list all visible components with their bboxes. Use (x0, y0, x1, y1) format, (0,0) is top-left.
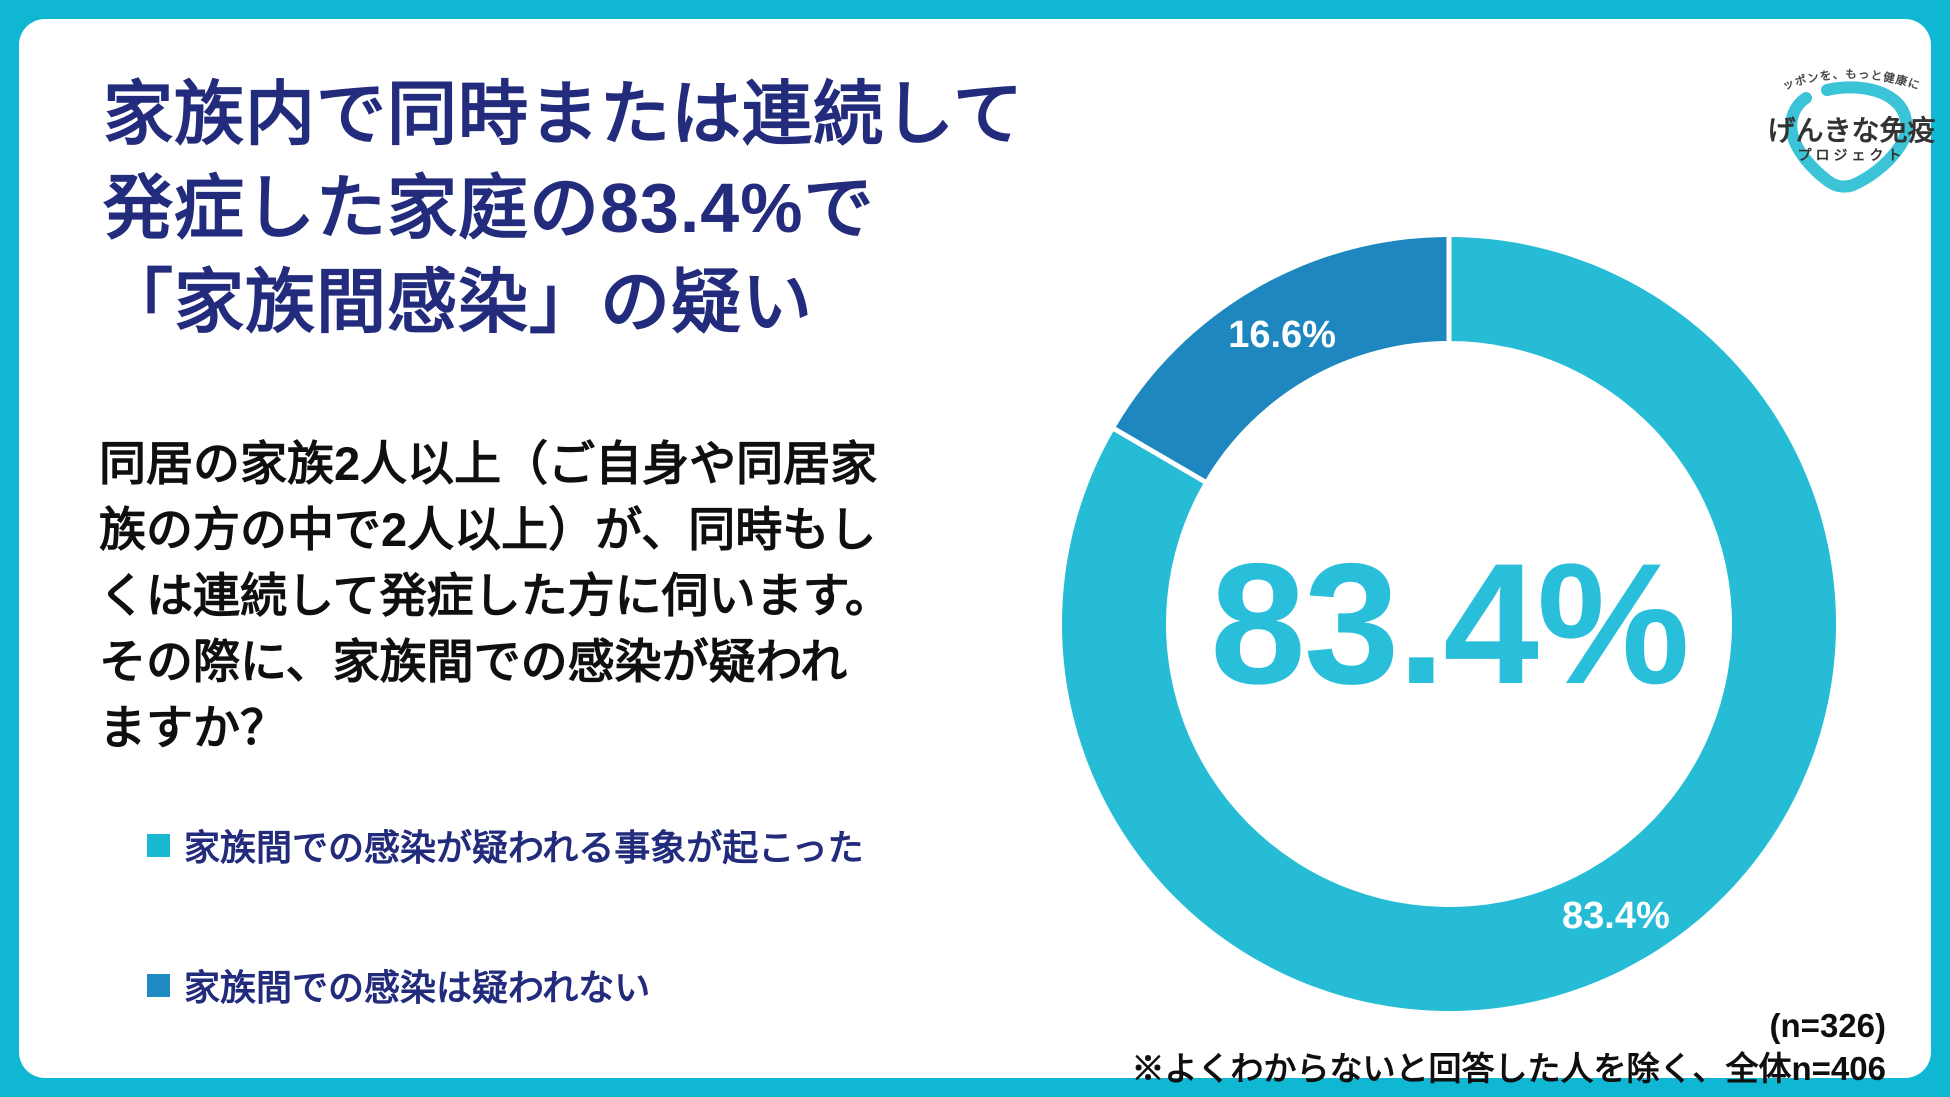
immunity-project-logo: ニッポンを、もっと健康に。 げんきな免疫 プロジェクト (1759, 57, 1944, 202)
donut-chart-svg: 83.4% 16.6% (1062, 234, 1836, 1011)
slice-separator (1110, 425, 1209, 486)
content-sheet: 家族内で同時または連続して 発症した家庭の83.4%で 「家族間感染」の疑い 同… (19, 19, 1936, 1087)
logo-shield-icon: ニッポンを、もっと健康に。 (1759, 57, 1921, 193)
slice-label: 83.4% (1562, 895, 1670, 937)
legend-swatch-icon (147, 833, 170, 857)
donut-chart: 83.4% 16.6% 83.4% (1049, 224, 1849, 1024)
question-text: 同居の家族2人以上（ご自身や同居家 族の方の中で2人以上）が、同時もし くは連続… (99, 437, 892, 754)
legend-label: 家族間での感染が疑われる事象が起こった (184, 827, 864, 868)
exclusion-note: ※よくわからないと回答した人を除く、全体n=406 (1131, 1050, 1887, 1087)
legend-item-suspected: 家族間での感染が疑われる事象が起こった (147, 819, 864, 871)
slice-label: 16.6% (1228, 314, 1336, 356)
logo-subname: プロジェクト (1797, 147, 1906, 163)
sample-size: (n=326) (1769, 1007, 1886, 1044)
legend-item-not-suspected: 家族間での感染は疑われない (147, 959, 650, 1011)
donut-center-value: 83.4% (1210, 528, 1690, 720)
legend-label: 家族間での感染は疑われない (184, 967, 651, 1008)
donut-slice (1114, 237, 1449, 482)
footnote: (n=326) ※よくわからないと回答した人を除く、全体n=406 (1132, 1004, 1887, 1090)
logo-name: げんきな免疫 (1767, 115, 1936, 146)
page-title: 家族内で同時または連続して 発症した家庭の83.4%で 「家族間感染」の疑い (103, 75, 1024, 341)
legend-swatch-icon (147, 973, 170, 997)
